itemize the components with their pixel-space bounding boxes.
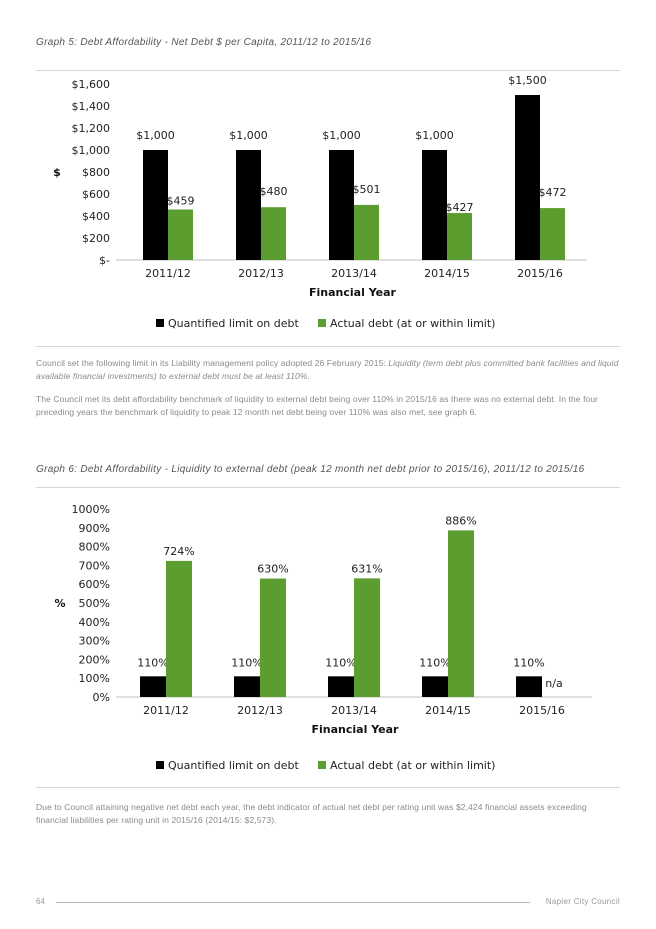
y-tick-label: 700% xyxy=(79,559,110,572)
legend-swatch-limit xyxy=(156,761,164,769)
y-tick-label: $200 xyxy=(82,232,110,245)
x-tick-label: 2011/12 xyxy=(145,267,191,280)
limit-data-label: 110% xyxy=(513,656,544,669)
x-axis-title: Financial Year xyxy=(312,723,400,736)
limit-data-label: 110% xyxy=(325,656,356,669)
y-tick-label: $1,000 xyxy=(72,144,111,157)
limit-data-label: 110% xyxy=(231,656,262,669)
graph6-chart: 0% 100% 200% 300% 400% 500% 600% 700% 800% 900% 10… xyxy=(54,503,592,772)
y-tick-label: $- xyxy=(99,254,110,267)
y-tick-label: 900% xyxy=(79,522,110,535)
limit-bar xyxy=(236,150,261,260)
limit-data-label: $1,000 xyxy=(322,129,361,142)
limit-bar xyxy=(328,676,354,697)
legend-swatch-limit xyxy=(156,319,164,327)
actual-data-label: $501 xyxy=(353,183,381,196)
policy-paragraph: Council set the following limit in its L… xyxy=(36,357,620,382)
limit-bar xyxy=(422,676,448,697)
x-tick-label: 2015/16 xyxy=(517,267,563,280)
actual-bar xyxy=(447,213,472,260)
limit-bar xyxy=(234,676,260,697)
legend-label-actual: Actual debt (at or within limit) xyxy=(330,759,495,772)
actual-bar xyxy=(168,209,193,260)
x-tick-label: 2011/12 xyxy=(143,704,189,717)
limit-bar xyxy=(516,676,542,697)
actual-bar xyxy=(448,530,474,697)
actual-bar xyxy=(166,560,192,697)
limit-data-label: $1,000 xyxy=(415,129,454,142)
legend-swatch-actual xyxy=(318,761,326,769)
legend-label-limit: Quantified limit on debt xyxy=(168,317,300,330)
legend-label-limit: Quantified limit on debt xyxy=(168,759,300,772)
y-tick-label: $800 xyxy=(82,166,110,179)
actual-bar xyxy=(354,578,380,697)
actual-bar xyxy=(261,207,286,260)
legend-label-actual: Actual debt (at or within limit) xyxy=(330,317,495,330)
y-tick-label: 500% xyxy=(79,597,110,610)
actual-data-label: n/a xyxy=(545,677,562,690)
limit-bar xyxy=(143,150,168,260)
y-tick-label: 300% xyxy=(79,635,110,648)
x-tick-label: 2015/16 xyxy=(519,704,565,717)
y-tick-label: 0% xyxy=(93,691,110,704)
actual-data-label: $459 xyxy=(167,195,195,208)
limit-data-label: $1,500 xyxy=(508,74,547,87)
footer-organization: Napier City Council xyxy=(545,897,620,906)
y-tick-label: 100% xyxy=(79,672,110,685)
y-axis-title: $ xyxy=(53,166,61,179)
actual-bar xyxy=(354,204,379,260)
y-tick-label: $1,400 xyxy=(72,100,111,113)
y-axis-title: % xyxy=(54,597,65,610)
actual-data-label: 724% xyxy=(163,545,194,558)
y-tick-label: 600% xyxy=(79,578,110,591)
x-tick-label: 2012/13 xyxy=(238,267,284,280)
y-tick-label: 800% xyxy=(79,541,110,554)
graph6-bottom-rule xyxy=(36,787,620,788)
actual-data-label: $472 xyxy=(539,186,567,199)
actual-data-label: $427 xyxy=(446,201,474,214)
y-tick-label: $400 xyxy=(82,210,110,223)
graph6-top-rule xyxy=(36,487,620,488)
x-tick-label: 2012/13 xyxy=(237,704,283,717)
graph6-caption: Graph 6: Debt Affordability - Liquidity … xyxy=(36,464,585,475)
limit-bar xyxy=(329,150,354,260)
limit-bar xyxy=(515,95,540,260)
footer-rule xyxy=(56,902,530,903)
actual-data-label: 886% xyxy=(445,514,476,527)
graph5-chart: $- $200 $400 $600 $800 $1,000 $1,200 $1,400 $1,6… xyxy=(53,74,587,330)
limit-data-label: 110% xyxy=(419,656,450,669)
policy-text: Council set the following limit in its L… xyxy=(36,358,389,368)
y-tick-label: $1,200 xyxy=(72,122,111,135)
limit-data-label: 110% xyxy=(137,656,168,669)
y-tick-label: 400% xyxy=(79,616,110,629)
actual-bar xyxy=(260,578,286,697)
limit-bar xyxy=(422,150,447,260)
net-debt-paragraph: Due to Council attaining negative net de… xyxy=(36,802,587,825)
y-tick-label: $600 xyxy=(82,188,110,201)
actual-data-label: 631% xyxy=(351,562,382,575)
benchmark-paragraph: The Council met its debt affordability b… xyxy=(36,394,599,417)
graph5-caption: Graph 5: Debt Affordability - Net Debt $… xyxy=(36,37,372,48)
y-tick-label: $1,600 xyxy=(72,78,111,91)
limit-data-label: $1,000 xyxy=(229,129,268,142)
y-tick-label: 200% xyxy=(79,653,110,666)
x-tick-label: 2013/14 xyxy=(331,267,377,280)
graph5-top-rule xyxy=(36,70,620,71)
limit-data-label: $1,000 xyxy=(136,129,175,142)
x-tick-label: 2013/14 xyxy=(331,704,377,717)
x-tick-label: 2014/15 xyxy=(425,704,471,717)
limit-bar xyxy=(140,676,166,697)
x-axis-title: Financial Year xyxy=(309,286,397,299)
actual-data-label: 630% xyxy=(257,563,288,576)
legend-swatch-actual xyxy=(318,319,326,327)
y-tick-label: 1000% xyxy=(72,503,110,516)
page-number: 64 xyxy=(36,897,45,906)
policy-limit-text: Liquidity (term debt plus committed bank… xyxy=(36,358,619,381)
x-tick-label: 2014/15 xyxy=(424,267,470,280)
actual-data-label: $480 xyxy=(260,185,288,198)
graph5-bottom-rule xyxy=(36,346,620,347)
actual-bar xyxy=(540,208,565,260)
